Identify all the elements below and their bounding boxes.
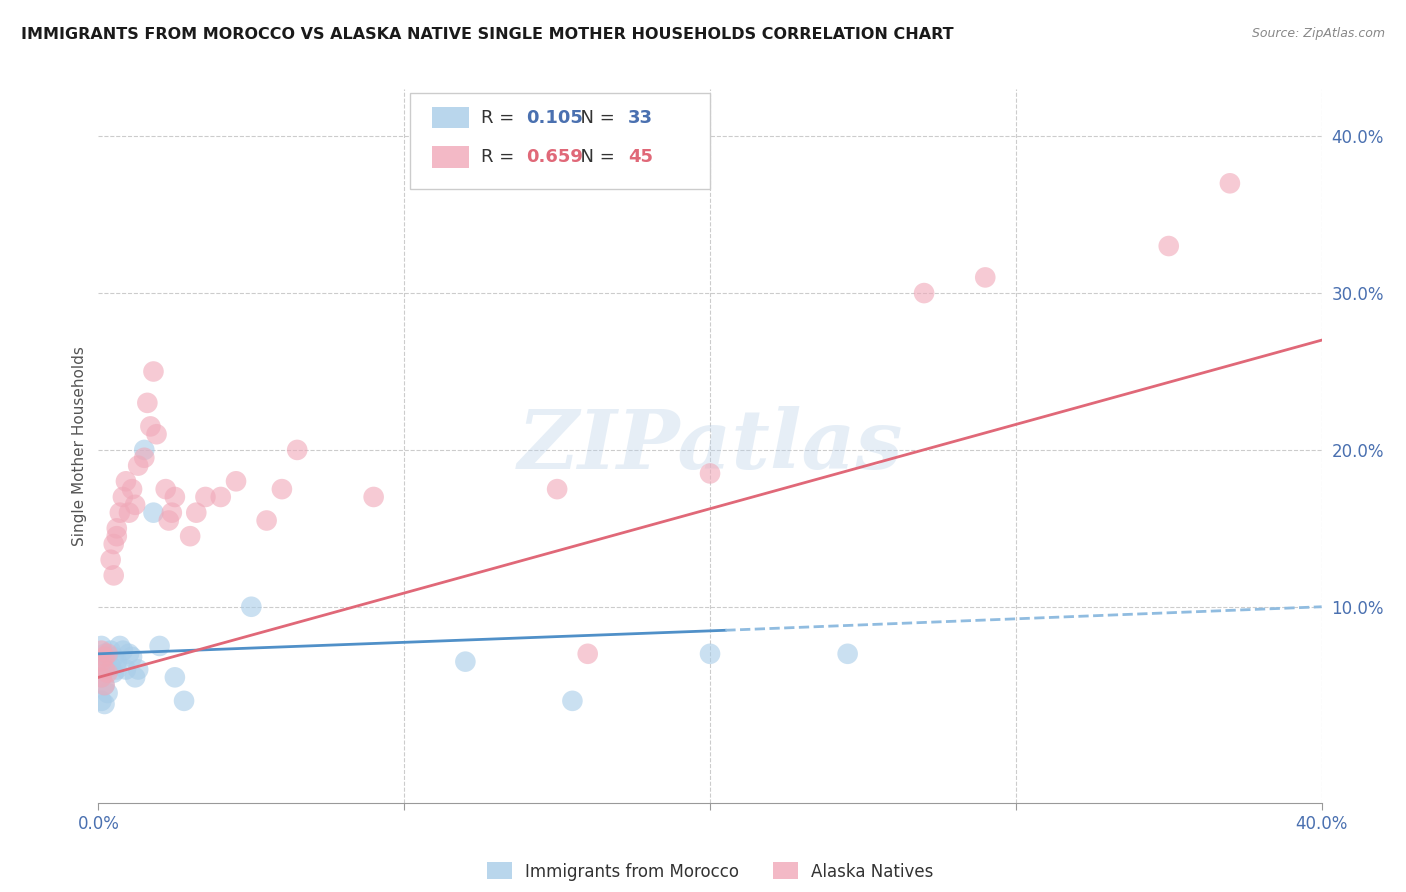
Point [576, 647, 599, 661]
Point [454, 655, 477, 669]
Point [149, 639, 172, 653]
Point [111, 643, 134, 657]
Point [93, 663, 115, 677]
Point [103, 568, 125, 582]
Point [270, 482, 292, 496]
Point [160, 506, 183, 520]
Point [285, 442, 308, 457]
Point [103, 649, 125, 664]
Point [121, 482, 143, 496]
Point [93, 647, 115, 661]
Point [136, 396, 159, 410]
Point [90, 694, 112, 708]
Point [209, 490, 232, 504]
Legend: Immigrants from Morocco, Alaska Natives: Immigrants from Morocco, Alaska Natives [481, 855, 939, 888]
Text: Source: ZipAtlas.com: Source: ZipAtlas.com [1251, 27, 1385, 40]
Point [93, 678, 115, 692]
Point [105, 663, 128, 677]
Point [134, 450, 156, 465]
Point [163, 670, 186, 684]
Point [134, 442, 156, 457]
Point [912, 286, 935, 301]
Point [105, 655, 128, 669]
Text: 0.659: 0.659 [527, 148, 583, 166]
Point [90, 643, 112, 657]
Point [93, 663, 115, 677]
Text: 33: 33 [628, 109, 652, 127]
Point [93, 697, 115, 711]
Point [1157, 239, 1180, 253]
Point [142, 364, 165, 378]
Point [124, 670, 146, 684]
Point [90, 639, 112, 653]
Point [155, 482, 177, 496]
Point [111, 490, 134, 504]
Point [139, 419, 162, 434]
Point [121, 649, 143, 664]
Point [90, 655, 112, 669]
FancyBboxPatch shape [411, 93, 710, 189]
Point [561, 694, 583, 708]
Text: N =: N = [569, 148, 621, 166]
Point [118, 506, 141, 520]
Point [115, 663, 138, 677]
Point [108, 506, 131, 520]
Point [97, 686, 120, 700]
Point [97, 649, 120, 664]
Point [127, 663, 149, 677]
Point [699, 467, 721, 481]
Point [699, 647, 721, 661]
Point [90, 670, 112, 684]
Point [90, 655, 112, 669]
Point [103, 665, 125, 680]
Text: 45: 45 [628, 148, 652, 166]
Text: IMMIGRANTS FROM MOROCCO VS ALASKA NATIVE SINGLE MOTHER HOUSEHOLDS CORRELATION CH: IMMIGRANTS FROM MOROCCO VS ALASKA NATIVE… [21, 27, 953, 42]
Point [179, 529, 201, 543]
Y-axis label: Single Mother Households: Single Mother Households [72, 346, 87, 546]
Point [194, 490, 217, 504]
Point [837, 647, 859, 661]
Text: R =: R = [481, 148, 520, 166]
Point [225, 475, 247, 489]
Point [100, 643, 122, 657]
Point [145, 427, 167, 442]
Text: R =: R = [481, 109, 520, 127]
Point [97, 665, 120, 680]
Point [124, 498, 146, 512]
Point [173, 694, 195, 708]
Point [256, 514, 278, 528]
Point [142, 506, 165, 520]
Point [115, 475, 138, 489]
Point [93, 649, 115, 664]
Point [93, 678, 115, 692]
FancyBboxPatch shape [433, 146, 470, 168]
Point [127, 458, 149, 473]
Point [105, 521, 128, 535]
Text: 0.105: 0.105 [527, 109, 583, 127]
Text: ZIPatlas: ZIPatlas [517, 406, 903, 486]
Point [100, 552, 122, 566]
Point [240, 599, 263, 614]
Point [163, 490, 186, 504]
Point [118, 647, 141, 661]
Point [1219, 176, 1241, 190]
Point [100, 659, 122, 673]
Point [105, 529, 128, 543]
Text: N =: N = [569, 109, 621, 127]
Point [157, 514, 180, 528]
FancyBboxPatch shape [433, 107, 470, 128]
Point [90, 670, 112, 684]
Point [97, 647, 120, 661]
Point [108, 639, 131, 653]
Point [186, 506, 208, 520]
Point [363, 490, 385, 504]
Point [546, 482, 568, 496]
Point [974, 270, 997, 285]
Point [103, 537, 125, 551]
